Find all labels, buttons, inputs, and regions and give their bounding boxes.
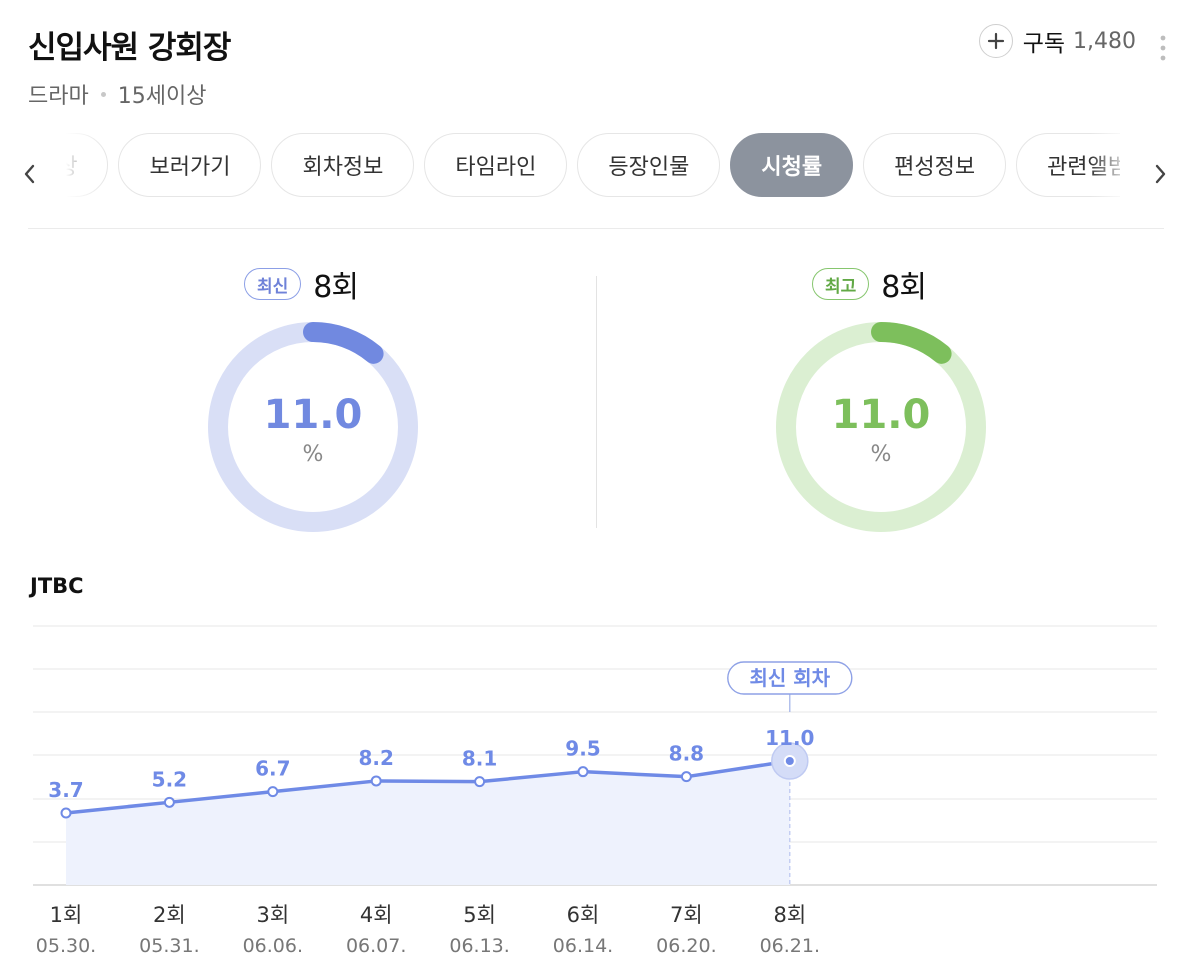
data-point[interactable] <box>163 796 175 808</box>
latest-rating-unit: % <box>302 442 324 467</box>
more-vertical-icon[interactable] <box>1160 35 1166 61</box>
data-point[interactable] <box>680 771 692 783</box>
x-tick-label: 4회 <box>360 903 393 927</box>
x-date-label: 05.31. <box>139 935 199 957</box>
data-point[interactable] <box>474 776 486 788</box>
x-tick-label: 3회 <box>256 903 289 927</box>
x-tick-label: 5회 <box>463 903 496 927</box>
data-point[interactable] <box>577 766 589 778</box>
data-point[interactable] <box>267 786 279 798</box>
series-line <box>65 759 791 815</box>
x-date-label: 06.21. <box>760 935 820 957</box>
latest-episode-tag <box>727 661 853 695</box>
latest-rating-donut <box>208 322 418 532</box>
data-label: 3.7 <box>48 778 83 802</box>
data-label: 6.7 <box>255 757 290 781</box>
latest-badge: 최신 <box>244 268 302 300</box>
tab-1[interactable]: 보러가기 <box>118 133 262 197</box>
program-title: 신입사원 강회장 <box>28 30 231 66</box>
x-tick-label: 2회 <box>153 903 186 927</box>
best-rating-unit: % <box>870 442 892 467</box>
tab-bar: 영상보러가기회차정보타임라인등장인물시청률편성정보관련앨범 <box>0 133 1182 197</box>
tab-4[interactable]: 등장인물 <box>577 133 721 197</box>
best-episode: 8회 <box>881 270 927 305</box>
plus-icon <box>978 24 1013 58</box>
x-date-label: 06.13. <box>449 935 509 957</box>
data-label: 8.2 <box>358 746 393 770</box>
separator-dot <box>100 91 106 97</box>
subscribe-count: 1,480 <box>1073 28 1136 54</box>
best-header: 최고 8회 <box>812 262 927 306</box>
best-badge: 최고 <box>812 268 870 300</box>
tab-2[interactable]: 회차정보 <box>271 133 415 197</box>
data-point[interactable] <box>370 775 382 787</box>
tab-track: 영상보러가기회차정보타임라인등장인물시청률편성정보관련앨범 <box>66 133 1120 197</box>
donut-progress-arc <box>208 322 418 532</box>
tab-scroll-area: 영상보러가기회차정보타임라인등장인물시청률편성정보관련앨범 <box>66 133 1120 197</box>
data-point[interactable] <box>783 755 796 767</box>
x-tick-label: 6회 <box>567 903 600 927</box>
latest-episode-tag-label: 최신 회차 <box>750 666 831 690</box>
data-label: 11.0 <box>765 726 814 750</box>
tab-3[interactable]: 타임라인 <box>424 133 568 197</box>
chevron-left-icon <box>24 164 35 184</box>
tab-0[interactable]: 영상 <box>66 133 109 197</box>
latest-rating-value: 11.0 <box>263 392 363 438</box>
donut-progress-arc <box>776 322 986 532</box>
x-date-label: 06.06. <box>243 935 303 957</box>
data-label: 5.2 <box>152 767 187 791</box>
x-date-label: 05.30. <box>36 935 96 957</box>
data-label: 8.1 <box>462 747 497 771</box>
chevron-right-icon <box>1155 164 1166 184</box>
genre: 드라마 <box>28 84 89 109</box>
divider <box>28 228 1164 229</box>
stat-divider <box>596 276 597 528</box>
x-date-label: 06.20. <box>656 935 716 957</box>
rating-line-chart: 3.7 1회 05.30. 5.2 2회 05.31. 6.7 3회 06.06. 8.2 4회 06… <box>33 625 1157 957</box>
x-tick-label: 7회 <box>670 903 703 927</box>
x-date-label: 06.14. <box>553 935 613 957</box>
tab-next-button[interactable] <box>1144 158 1176 190</box>
data-label: 9.5 <box>565 737 600 761</box>
best-rating-donut <box>776 322 986 532</box>
x-date-label: 06.07. <box>346 935 406 957</box>
network-name: JTBC <box>30 574 84 598</box>
x-tick-label: 8회 <box>773 903 806 927</box>
best-rating-value: 11.0 <box>831 392 931 438</box>
x-tick-label: 1회 <box>50 903 83 927</box>
area-fill <box>66 761 790 885</box>
latest-episode: 8회 <box>313 270 359 305</box>
subscribe-button[interactable]: 구독 1,480 <box>978 24 1136 58</box>
tab-prev-button[interactable] <box>14 158 46 190</box>
program-meta: 드라마 15세이상 <box>28 78 206 110</box>
age-rating: 15세이상 <box>117 84 207 109</box>
subscribe-label: 구독 <box>1022 31 1066 57</box>
tab-6[interactable]: 편성정보 <box>863 133 1007 197</box>
data-label: 8.8 <box>669 742 704 766</box>
latest-header: 최신 8회 <box>244 262 359 306</box>
tab-5[interactable]: 시청률 <box>730 133 854 197</box>
tab-7[interactable]: 관련앨범 <box>1016 133 1120 197</box>
data-point[interactable] <box>60 807 72 819</box>
